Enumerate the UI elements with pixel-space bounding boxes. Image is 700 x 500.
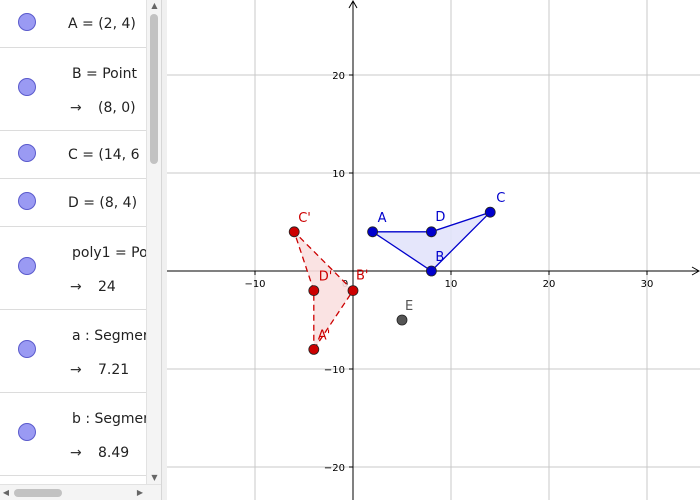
visibility-toggle-icon[interactable] [18,13,36,31]
point-b[interactable] [425,265,437,277]
visibility-toggle-icon[interactable] [18,340,36,358]
algebra-definition[interactable]: A = (2, 4) [68,16,136,32]
algebra-output-value: 7.21 [98,362,130,378]
algebra-definition[interactable]: D = (8, 4) [68,195,138,211]
algebra-row[interactable]: a : Segmer → 7.21 [0,310,146,393]
algebra-definition[interactable]: B = Point [72,66,137,82]
x-axis-arrow-icon [691,266,700,276]
point-label: B [435,250,444,265]
algebra-row[interactable]: C = (14, 6 [0,131,146,179]
point-d[interactable] [425,226,437,238]
algebra-definition[interactable]: C = (14, 6 [68,147,140,163]
y-tick-label: 10 [332,169,345,180]
algebra-list: A = (2, 4) B = Point → (8, 0) C = (14, 6 D = … [0,0,146,476]
point-e[interactable] [396,314,408,326]
x-tick-label: 10 [445,279,458,290]
x-tick-label: 30 [641,279,654,290]
algebra-output-value: 8.49 [98,445,130,461]
x-tick-label: −10 [244,279,265,290]
algebra-row[interactable]: A = (2, 4) [0,0,146,48]
scroll-right-arrow-icon[interactable]: ▶ [136,488,144,497]
vertical-scroll-thumb[interactable] [150,14,158,164]
point-label: A [378,211,387,226]
algebra-output: → 8.49 [70,445,129,461]
point-c[interactable] [484,206,496,218]
algebra-output: → 24 [70,279,116,295]
point-a[interactable] [367,226,379,238]
output-arrow-icon: → [70,279,82,295]
algebra-row[interactable]: B = Point → (8, 0) [0,48,146,131]
output-arrow-icon: → [70,362,82,378]
algebra-definition[interactable]: a : Segmer [72,328,146,344]
algebra-output: → (8, 0) [70,100,136,116]
scroll-up-arrow-icon[interactable]: ▲ [151,1,158,10]
point-label: D [435,210,445,225]
algebra-definition[interactable]: b : Segmer [72,411,146,427]
point-label: A' [318,328,330,343]
visibility-toggle-icon[interactable] [18,144,36,162]
horizontal-scroll-thumb[interactable] [14,489,62,497]
point-d-prime[interactable] [308,285,320,297]
visibility-toggle-icon[interactable] [18,423,36,441]
point-label: C [496,191,505,206]
algebra-output-value: 24 [98,279,116,295]
point-b-prime[interactable] [347,285,359,297]
vertical-scrollbar[interactable]: ▲ ▼ [146,0,161,484]
y-axis-arrow-icon [348,0,358,9]
view-divider[interactable] [161,0,167,500]
horizontal-scrollbar[interactable]: ◀ ▶ [0,484,161,500]
scroll-left-arrow-icon[interactable]: ◀ [2,488,10,497]
y-tick-label: −10 [324,365,345,376]
visibility-toggle-icon[interactable] [18,257,36,275]
y-tick-label: 20 [332,71,345,82]
visibility-toggle-icon[interactable] [18,192,36,210]
algebra-row[interactable]: b : Segmer → 8.49 [0,393,146,476]
algebra-output-value: (8, 0) [98,100,136,116]
point-label: E [405,299,413,314]
x-tick-label: 20 [543,279,556,290]
algebra-row[interactable]: D = (8, 4) [0,179,146,227]
output-arrow-icon: → [70,100,82,116]
algebra-definition[interactable]: poly1 = Po [72,245,146,261]
point-label: B' [356,269,369,284]
original-polygon[interactable] [370,211,491,272]
point-a-prime[interactable] [308,343,320,355]
algebra-output: → 7.21 [70,362,129,378]
point-label: C' [298,211,311,226]
point-label: D' [319,270,333,285]
visibility-toggle-icon[interactable] [18,78,36,96]
point-c-prime[interactable] [288,226,300,238]
y-tick-label: −20 [324,463,345,474]
algebra-row[interactable]: poly1 = Po → 24 [0,227,146,310]
algebra-view: A = (2, 4) B = Point → (8, 0) C = (14, 6 D = … [0,0,161,500]
scroll-down-arrow-icon[interactable]: ▼ [151,473,158,482]
output-arrow-icon: → [70,445,82,461]
